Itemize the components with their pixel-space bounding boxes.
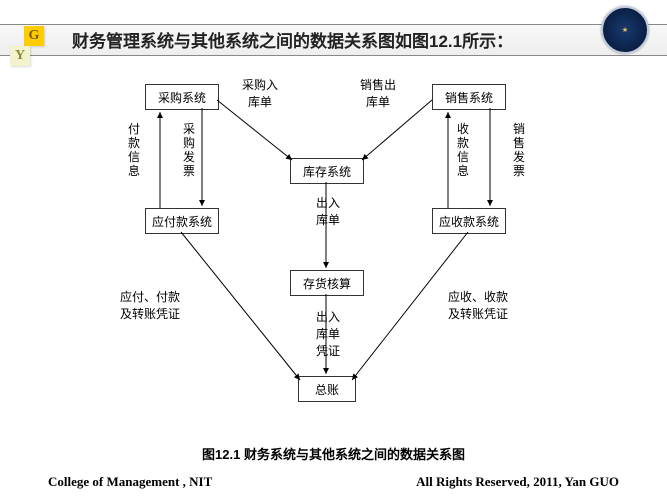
footer-right: All Rights Reserved, 2011, Yan GUO xyxy=(416,474,619,490)
footer-left: College of Management , NIT xyxy=(48,474,212,490)
university-logo: ★ xyxy=(601,6,649,54)
figure-caption: 图12.1 财务系统与其他系统之间的数据关系图 xyxy=(0,444,667,463)
page-title: 财务管理系统与其他系统之间的数据关系图如图12.1所示： xyxy=(72,27,513,52)
tab-g: G xyxy=(24,26,44,46)
arrows-layer xyxy=(0,60,667,440)
flow-diagram: 采购系统 销售系统 库存系统 应付款系统 应收款系统 存货核算 总账 采购入 库… xyxy=(0,60,667,440)
